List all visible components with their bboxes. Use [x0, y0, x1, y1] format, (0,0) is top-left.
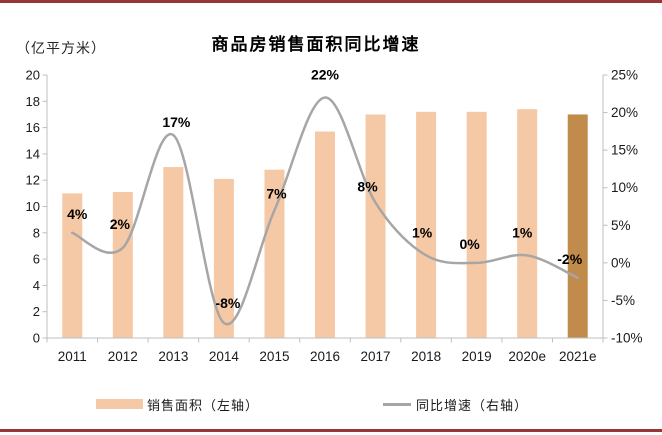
legend-line-label: 同比增速（右轴） — [416, 398, 529, 414]
point-label-2017: 8% — [357, 179, 378, 195]
bar-2012 — [112, 192, 133, 338]
bar-2020e — [517, 109, 538, 338]
svg-text:2019: 2019 — [462, 349, 492, 364]
svg-text:6: 6 — [33, 252, 40, 267]
bar-2013 — [163, 167, 184, 338]
svg-text:12: 12 — [26, 173, 40, 188]
svg-text:4: 4 — [33, 278, 40, 293]
point-label-2021e: -2% — [557, 251, 582, 267]
bottom-border-rule — [0, 429, 662, 432]
point-label-2016: 22% — [311, 67, 340, 83]
svg-text:0: 0 — [33, 331, 40, 346]
svg-text:2011: 2011 — [58, 349, 87, 364]
point-label-2020e: 1% — [512, 224, 533, 240]
svg-text:2021e: 2021e — [559, 349, 597, 364]
svg-text:2: 2 — [33, 304, 40, 319]
bar-2018 — [416, 111, 437, 338]
point-label-2019: 0% — [460, 236, 481, 252]
svg-text:2016: 2016 — [310, 349, 340, 364]
point-label-2011: 4% — [67, 206, 88, 222]
svg-text:2015: 2015 — [259, 349, 289, 364]
legend-line-swatch — [383, 402, 411, 406]
top-border-rule — [0, 0, 662, 3]
svg-text:2012: 2012 — [108, 349, 138, 364]
chart-title: 商品房销售面积同比增速 — [211, 35, 421, 55]
svg-text:25%: 25% — [611, 68, 638, 83]
bar-2021e — [567, 114, 588, 338]
svg-text:2017: 2017 — [361, 349, 391, 364]
svg-text:15%: 15% — [611, 143, 638, 158]
bar-2015 — [264, 169, 285, 338]
bar-2019 — [466, 111, 487, 338]
svg-text:2020e: 2020e — [508, 349, 546, 364]
yoy-growth-line — [71, 96, 579, 326]
svg-text:5%: 5% — [611, 218, 631, 233]
svg-text:-10%: -10% — [611, 331, 643, 346]
left-axis-unit-label: （亿平方米） — [16, 41, 106, 57]
svg-text:-5%: -5% — [611, 293, 635, 308]
svg-text:2014: 2014 — [209, 349, 240, 364]
svg-text:0%: 0% — [611, 255, 631, 270]
bar-2014 — [213, 178, 234, 338]
legend-bar-swatch — [96, 399, 143, 409]
bar-2017 — [365, 114, 386, 338]
svg-text:20%: 20% — [611, 105, 638, 120]
svg-text:18: 18 — [26, 94, 40, 109]
svg-text:8: 8 — [33, 225, 40, 240]
point-label-2013: 17% — [162, 114, 191, 130]
svg-text:16: 16 — [26, 120, 40, 135]
legend-bar-label: 销售面积（左轴） — [147, 398, 260, 414]
point-label-2014: -8% — [215, 295, 240, 311]
legend-item-yoy-growth: 同比增速（右轴） — [383, 395, 529, 414]
svg-text:2018: 2018 — [411, 349, 441, 364]
bar-2016 — [315, 131, 335, 338]
point-label-2012: 2% — [110, 216, 131, 232]
svg-text:14: 14 — [26, 146, 40, 161]
svg-text:10: 10 — [26, 199, 40, 214]
svg-text:2013: 2013 — [158, 349, 188, 364]
point-label-2018: 1% — [412, 224, 433, 240]
svg-text:20: 20 — [26, 68, 40, 83]
point-label-2015: 7% — [266, 185, 287, 201]
legend-item-sales-area: 销售面积（左轴） — [96, 395, 260, 414]
bar-2011 — [62, 193, 83, 338]
svg-text:10%: 10% — [611, 180, 638, 195]
